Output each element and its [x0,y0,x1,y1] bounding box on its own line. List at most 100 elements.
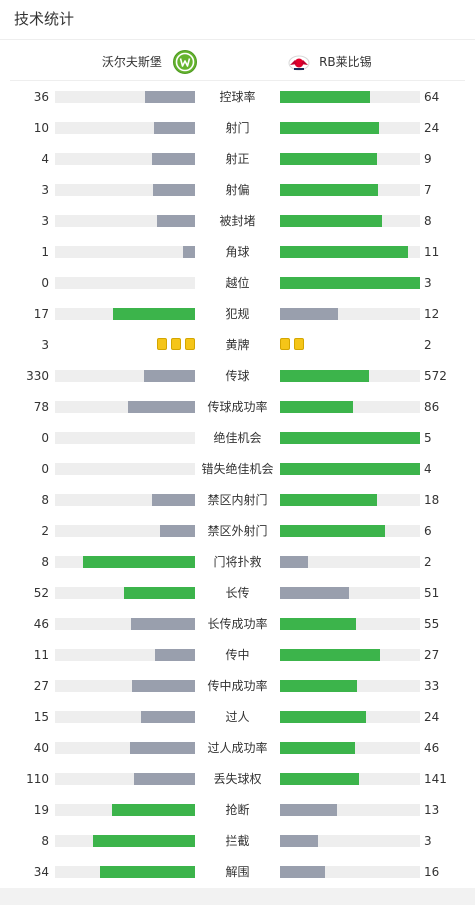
home-value: 330 [26,369,49,383]
home-bar-track [55,184,195,196]
stat-label: 传球 [225,369,250,383]
away-bar-fill [280,680,357,692]
away-bar-track [280,711,420,723]
stat-row: 330 传球 572 [0,360,475,391]
away-bar-fill [280,742,355,754]
away-bar-track [280,153,420,165]
stat-label: 过人 [225,710,250,724]
stat-row: 15 过人 24 [0,701,475,732]
home-value: 3 [41,214,49,228]
stat-label: 射正 [225,152,250,166]
away-bar-track [280,587,420,599]
home-value: 4 [41,152,49,166]
stat-row: 19 抢断 13 [0,794,475,825]
away-bar-fill [280,370,369,382]
teams-header: 沃尔夫斯堡 RB莱比锡 [10,41,465,81]
stat-label: 解围 [225,865,250,879]
away-bar-track [280,835,420,847]
home-bar-track [55,463,195,475]
away-value: 24 [424,121,440,135]
away-bar-fill [280,308,338,320]
home-bar-fill [130,742,195,754]
stat-label: 错失绝佳机会 [201,462,274,476]
home-bar-track [55,246,195,258]
home-value: 110 [26,772,49,786]
away-value: 2 [424,555,432,569]
home-value: 8 [41,834,49,848]
stat-label: 传中成功率 [207,679,268,693]
away-bar-fill [280,804,337,816]
away-bar-track [280,494,420,506]
yellow-card-icon [294,338,304,350]
away-bar-track [280,804,420,816]
stat-label: 被封堵 [219,214,256,228]
away-bar-track [280,401,420,413]
home-value: 8 [41,493,49,507]
stat-label: 传球成功率 [207,400,268,414]
stat-row: 78 传球成功率 86 [0,391,475,422]
home-bar-fill [134,773,195,785]
home-bar-track [55,153,195,165]
away-team[interactable]: RB莱比锡 [288,49,372,75]
stat-label: 越位 [225,276,250,290]
stat-label: 控球率 [219,90,256,104]
home-bar-fill [124,587,195,599]
stat-row: 110 丢失球权 141 [0,763,475,794]
home-bar-fill [152,153,195,165]
home-bar-track [55,556,195,568]
home-bar-track [55,587,195,599]
rb-leipzig-logo-icon [288,51,310,73]
away-value: 12 [424,307,440,321]
away-bar-track [280,184,420,196]
stat-label: 黄牌 [225,338,250,352]
stat-row: 1 角球 11 [0,236,475,267]
away-value: 2 [424,338,432,352]
away-bar-track [280,773,420,785]
away-value: 27 [424,648,440,662]
away-bar-fill [280,184,378,196]
home-bar-track [55,494,195,506]
away-bar-fill [280,649,380,661]
away-value: 13 [424,803,440,817]
away-bar-track [280,866,420,878]
stat-row: 17 犯规 12 [0,298,475,329]
home-bar-fill [128,401,195,413]
away-team-name: RB莱比锡 [319,55,372,69]
away-bar-fill [280,277,420,289]
home-bar-track [55,370,195,382]
home-value: 36 [33,90,49,104]
stat-row: 40 过人成功率 46 [0,732,475,763]
stat-label: 犯规 [225,307,250,321]
away-bar-fill [280,835,318,847]
home-bar-track [55,215,195,227]
stat-row: 36 控球率 64 [0,81,475,112]
away-bar-track [280,277,420,289]
home-bar-track [55,277,195,289]
home-yellow-cards [55,338,195,351]
home-value: 34 [33,865,49,879]
away-bar-fill [280,215,382,227]
away-bar-track [280,122,420,134]
away-value: 3 [424,834,432,848]
home-value: 10 [33,121,49,135]
home-value: 3 [41,183,49,197]
away-value: 572 [424,369,447,383]
yellow-card-icon [280,338,290,350]
home-bar-fill [154,122,195,134]
stat-row: 0 越位 3 [0,267,475,298]
away-bar-fill [280,91,370,103]
away-value: 51 [424,586,440,600]
away-value: 46 [424,741,440,755]
away-value: 8 [424,214,432,228]
stat-row: 52 长传 51 [0,577,475,608]
home-team[interactable]: 沃尔夫斯堡 [10,49,197,75]
home-bar-fill [141,711,195,723]
home-bar-track [55,742,195,754]
away-bar-track [280,680,420,692]
away-bar-track [280,308,420,320]
stat-row: 46 长传成功率 55 [0,608,475,639]
home-bar-fill [83,556,195,568]
home-value: 0 [41,276,49,290]
home-value: 52 [33,586,49,600]
stat-label: 传中 [225,648,250,662]
